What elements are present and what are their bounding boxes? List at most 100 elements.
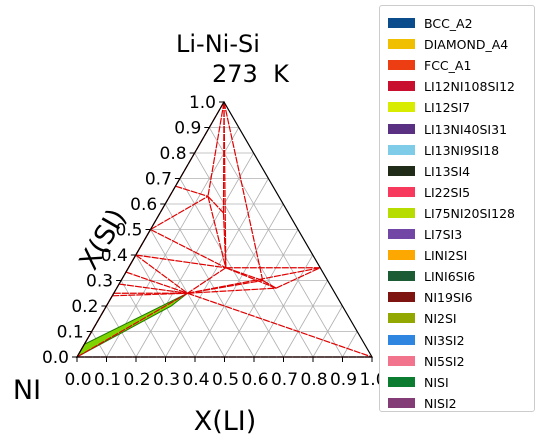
legend-swatch <box>388 39 415 50</box>
left-tick-label: 1.0 <box>189 93 216 113</box>
legend-item: LI12NI108SI12 <box>380 77 534 97</box>
tie-line <box>135 254 226 269</box>
legend-swatch <box>388 165 415 176</box>
legend-item: FCC_A1 <box>380 56 534 76</box>
legend-swatch <box>388 81 415 92</box>
tie-line <box>175 185 209 197</box>
bottom-tick-label: 0.8 <box>300 370 327 390</box>
tie-line <box>187 267 227 294</box>
left-tick-label: 0.1 <box>57 323 84 343</box>
legend-swatch <box>388 102 415 113</box>
legend-label: LI22SI5 <box>424 184 471 200</box>
tick-labels: 0.00.10.20.30.40.50.60.70.80.91.00.0 0.1 0… <box>42 93 387 390</box>
bottom-tick-label: 0.3 <box>153 370 180 390</box>
legend-label: NISI <box>424 374 449 390</box>
bottom-tick-label: 0.1 <box>94 370 121 390</box>
legend-item: NISI <box>380 373 534 393</box>
legend-label: DIAMOND_A4 <box>424 37 509 53</box>
tie-line <box>187 292 373 358</box>
left-tick-label: 0.7 <box>145 170 172 190</box>
legend-item: DIAMOND_A4 <box>380 35 534 55</box>
legend-label: FCC_A1 <box>424 58 472 74</box>
legend-item: NI2SI <box>380 309 534 329</box>
legend-swatch <box>388 207 415 218</box>
legend-item: LI7SI3 <box>380 225 534 245</box>
tie-line <box>125 271 188 294</box>
left-tick-label: 0.5 <box>115 221 142 241</box>
corner-label-ni: NI <box>13 375 41 406</box>
legend-swatch <box>388 376 415 387</box>
legend-label: BCC_A2 <box>424 16 473 31</box>
tie-line <box>150 195 209 231</box>
bottom-tick-label: 0.7 <box>271 370 298 390</box>
legend-swatch <box>388 123 415 134</box>
legend-item: NI5SI2 <box>380 352 534 372</box>
legend-item: LI12SI7 <box>380 98 534 118</box>
legend-label: NISI2 <box>424 395 457 411</box>
legend-item: NI3SI2 <box>380 331 534 351</box>
legend-label: LI13SI4 <box>424 163 471 179</box>
grid-line <box>164 203 255 358</box>
left-tick-label: 0.8 <box>160 144 187 164</box>
bottom-tick-label: 0.9 <box>330 370 357 390</box>
legend-item: NISI2 <box>380 394 534 414</box>
legend-item: LI22SI5 <box>380 183 534 203</box>
legend-item: LI13NI40SI31 <box>380 120 534 140</box>
legend-swatch <box>388 313 415 324</box>
legend-swatch <box>388 60 415 71</box>
legend-label: LI75NI20SI128 <box>424 205 515 221</box>
left-tick-label: 0.2 <box>71 297 98 317</box>
legend-label: LINI2SI <box>424 248 468 264</box>
legend-item: LI13SI4 <box>380 162 534 182</box>
legend-swatch <box>388 250 415 261</box>
chart-subtitle: 273 K <box>212 60 289 88</box>
bottom-tick-label: 0.2 <box>123 370 150 390</box>
chart-title: Li-Ni-Si <box>176 30 260 58</box>
tie-line <box>223 101 264 281</box>
bottom-tick-label: 0.5 <box>212 370 239 390</box>
bottom-tick-label: 0.0 <box>64 370 91 390</box>
tie-line <box>187 287 277 294</box>
tie-line <box>223 101 227 268</box>
legend-swatch <box>388 271 415 282</box>
grid-line <box>283 280 328 358</box>
legend-label: LI12SI7 <box>424 100 471 116</box>
legend-item: NI19SI6 <box>380 288 534 308</box>
bottom-tick-label: 0.4 <box>182 370 209 390</box>
legend-swatch <box>388 186 415 197</box>
legend-label: NI19SI6 <box>424 290 473 306</box>
legend: BCC_A2 DIAMOND_A4 FCC_A1 LI12NI108SI12 LI12S… <box>379 5 535 412</box>
legend-label: NI5SI2 <box>424 353 465 369</box>
legend-label: LINI6SI6 <box>424 269 476 285</box>
legend-item: LI13NI9SI18 <box>380 141 534 161</box>
legend-swatch <box>388 334 415 345</box>
grid-line <box>208 127 343 358</box>
tie-line <box>207 195 224 214</box>
tie-line <box>207 196 227 268</box>
legend-label: LI7SI3 <box>424 227 463 242</box>
grid-line <box>342 331 358 358</box>
tie-line <box>225 267 277 289</box>
legend-swatch <box>388 144 415 155</box>
left-tick-label: 0.4 <box>101 246 128 266</box>
legend-item: LINI6SI6 <box>380 267 534 287</box>
left-tick-label: 0.9 <box>174 119 201 139</box>
tie-line <box>112 292 188 297</box>
legend-label: LI13NI40SI31 <box>424 121 508 137</box>
tie-line <box>275 267 321 289</box>
left-tick-label: 0.6 <box>130 195 157 215</box>
left-tick-label: 0.0 <box>42 348 69 368</box>
tie-line <box>187 267 321 294</box>
legend-swatch <box>388 18 415 28</box>
legend-label: LI13NI9SI18 <box>424 142 500 158</box>
tie-line <box>76 292 188 358</box>
tie-line <box>118 283 188 294</box>
legend-item: LINI2SI <box>380 246 534 266</box>
legend-item: BCC_A2 <box>380 14 534 34</box>
legend-item: LI75NI20SI128 <box>380 204 534 224</box>
legend-swatch <box>388 355 415 366</box>
left-tick-label: 0.3 <box>86 272 113 292</box>
grid-line <box>224 229 299 358</box>
legend-label: LI12NI108SI12 <box>424 79 515 95</box>
